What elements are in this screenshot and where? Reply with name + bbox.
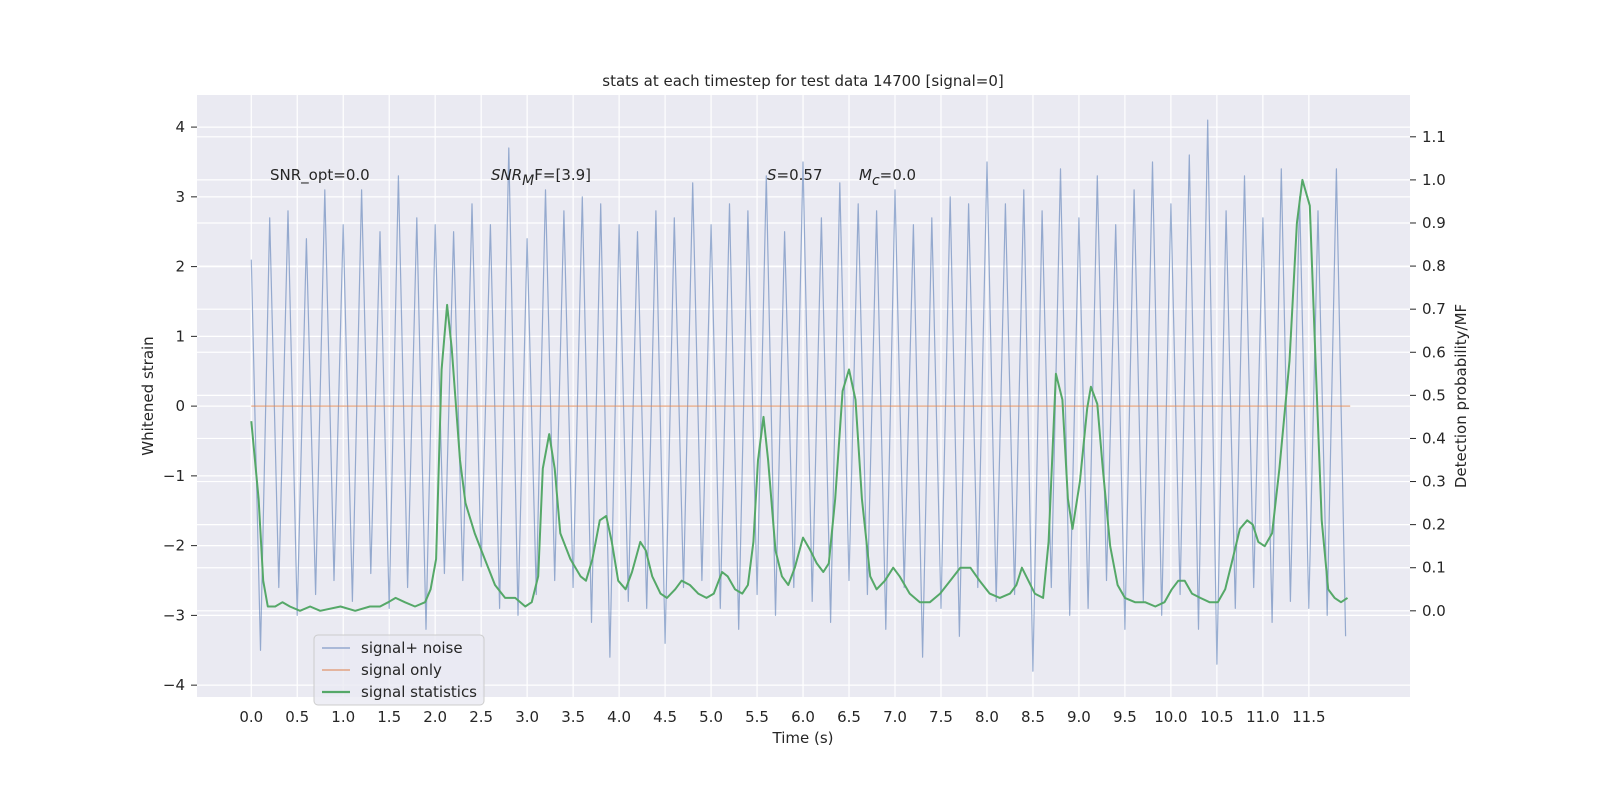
y-tick-label: −1 <box>163 467 185 485</box>
x-axis-label: Time (s) <box>772 729 834 747</box>
y-tick-label: 4 <box>175 118 185 136</box>
y2-tick-label: 0.1 <box>1422 559 1446 577</box>
x-tick-label: 7.5 <box>929 708 953 726</box>
x-tick-label: 10.0 <box>1154 708 1187 726</box>
x-tick-label: 5.5 <box>745 708 769 726</box>
x-tick-label: 11.5 <box>1292 708 1325 726</box>
x-tick-label: 9.0 <box>1067 708 1091 726</box>
y2-tick-label: 0.2 <box>1422 516 1446 534</box>
y2-tick-label: 0.3 <box>1422 473 1446 491</box>
y-axis-label: Whitened strain <box>139 336 157 455</box>
legend-box <box>313 634 485 706</box>
x-tick-label: 6.0 <box>791 708 815 726</box>
x-tick-label: 5.0 <box>699 708 723 726</box>
x-tick-label: 11.0 <box>1246 708 1279 726</box>
x-tick-label: 4.5 <box>653 708 677 726</box>
x-tick-label: 2.5 <box>469 708 493 726</box>
y-tick-label: −3 <box>163 606 185 624</box>
legend: signal+ noise signal only signal statistic… <box>313 634 485 706</box>
annotation-text: =0.57 <box>777 166 823 184</box>
annotation-math: M <box>859 166 872 184</box>
x-tick-label: 1.0 <box>331 708 355 726</box>
y2-tick-label: 0.0 <box>1422 602 1446 620</box>
annotation-sub: c <box>872 173 880 189</box>
y2-axis-label: Detection probability/MF <box>1452 304 1470 488</box>
x-tick-label: 4.0 <box>607 708 631 726</box>
y2-tick-label: 0.7 <box>1422 300 1446 318</box>
y-tick-label: 0 <box>175 397 185 415</box>
annotation: SNR_opt=0.0 <box>270 166 370 185</box>
annotation: SNRMF=[3.9] <box>491 166 591 189</box>
x-tick-label: 8.5 <box>1021 708 1045 726</box>
series-line <box>250 119 1347 672</box>
y2-tick-label: 0.8 <box>1422 257 1446 275</box>
x-tick-label: 3.0 <box>515 708 539 726</box>
chart-title: stats at each timestep for test data 147… <box>602 72 1003 90</box>
annotation-math: SNR <box>491 166 522 184</box>
y-tick-label: 3 <box>175 188 185 206</box>
y-tick-label: 1 <box>175 327 185 345</box>
x-tick-label: 1.5 <box>377 708 401 726</box>
x-tick-label: 7.0 <box>883 708 907 726</box>
legend-label: signal+ noise <box>361 639 463 657</box>
y2-tick-label: 1.1 <box>1422 128 1446 146</box>
annotation-math: S <box>767 166 777 184</box>
annotation-text: SNR_opt=0.0 <box>270 166 370 185</box>
legend-label: signal only <box>361 661 442 679</box>
y2-tick-label: 0.5 <box>1422 386 1446 404</box>
y-tick-label: −2 <box>163 537 185 555</box>
y-tick-label: −4 <box>163 676 185 694</box>
y2-tick-label: 0.9 <box>1422 214 1446 232</box>
annotation-text: F=[3.9] <box>534 166 591 184</box>
legend-label: signal statistics <box>361 683 477 701</box>
y2-tick-label: 0.6 <box>1422 343 1446 361</box>
annotation-text: =0.0 <box>880 166 916 184</box>
x-tick-label: 10.5 <box>1200 708 1233 726</box>
x-tick-label: 3.5 <box>561 708 585 726</box>
annotation-sub: M <box>522 173 534 189</box>
y-tick-label: 2 <box>175 258 185 276</box>
annotation: S=0.57 <box>767 166 823 184</box>
x-tick-label: 8.0 <box>975 708 999 726</box>
x-tick-label: 9.5 <box>1113 708 1137 726</box>
annotation: Mc=0.0 <box>859 166 916 189</box>
y2-tick-label: 1.0 <box>1422 171 1446 189</box>
x-tick-label: 0.0 <box>239 708 263 726</box>
x-tick-label: 0.5 <box>285 708 309 726</box>
series-line <box>250 178 1349 612</box>
x-tick-label: 2.0 <box>423 708 447 726</box>
y2-tick-label: 0.4 <box>1422 429 1446 447</box>
x-tick-label: 6.5 <box>837 708 861 726</box>
